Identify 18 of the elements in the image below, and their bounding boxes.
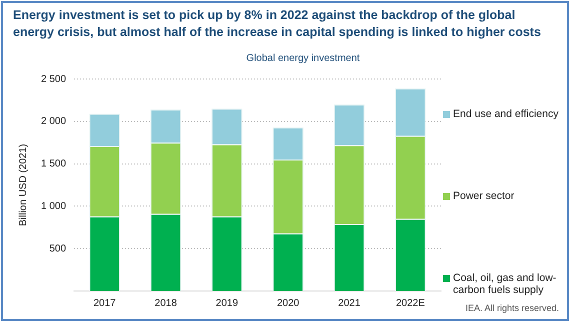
legend-label: Power sector [453, 190, 514, 202]
x-tick-label: 2021 [338, 298, 361, 309]
y-tick-label: 1 500 [40, 158, 66, 170]
x-tick-label: 2022E [396, 298, 426, 309]
x-tick-label: 2017 [93, 298, 116, 309]
x-tick-label: 2019 [216, 298, 238, 309]
x-tick-label: 2018 [154, 298, 178, 309]
chart-subtitle: Global energy investment [245, 53, 361, 64]
y-tick-label: 1 000 [40, 200, 66, 212]
y-tick-label: 2 500 [40, 74, 66, 85]
y-tick-label: 500 [49, 243, 66, 254]
legend-label: Coal, oil, gas and low-carbon fuels supply [453, 272, 558, 296]
legend-label: End use and efficiency [453, 108, 558, 120]
y-axis-title: Billion USD (2021) [18, 144, 29, 226]
y-tick-label: 2 000 [40, 116, 66, 128]
text: IEA. All rights reserved. [465, 303, 559, 313]
chart-title: Energy investment is set to pick up by 8% in 2022 against the backdrop of the global energy crisis, but almost half of the increase in capital spending is linked to higher costs [13, 7, 542, 41]
x-tick-label: 2020 [276, 298, 300, 309]
